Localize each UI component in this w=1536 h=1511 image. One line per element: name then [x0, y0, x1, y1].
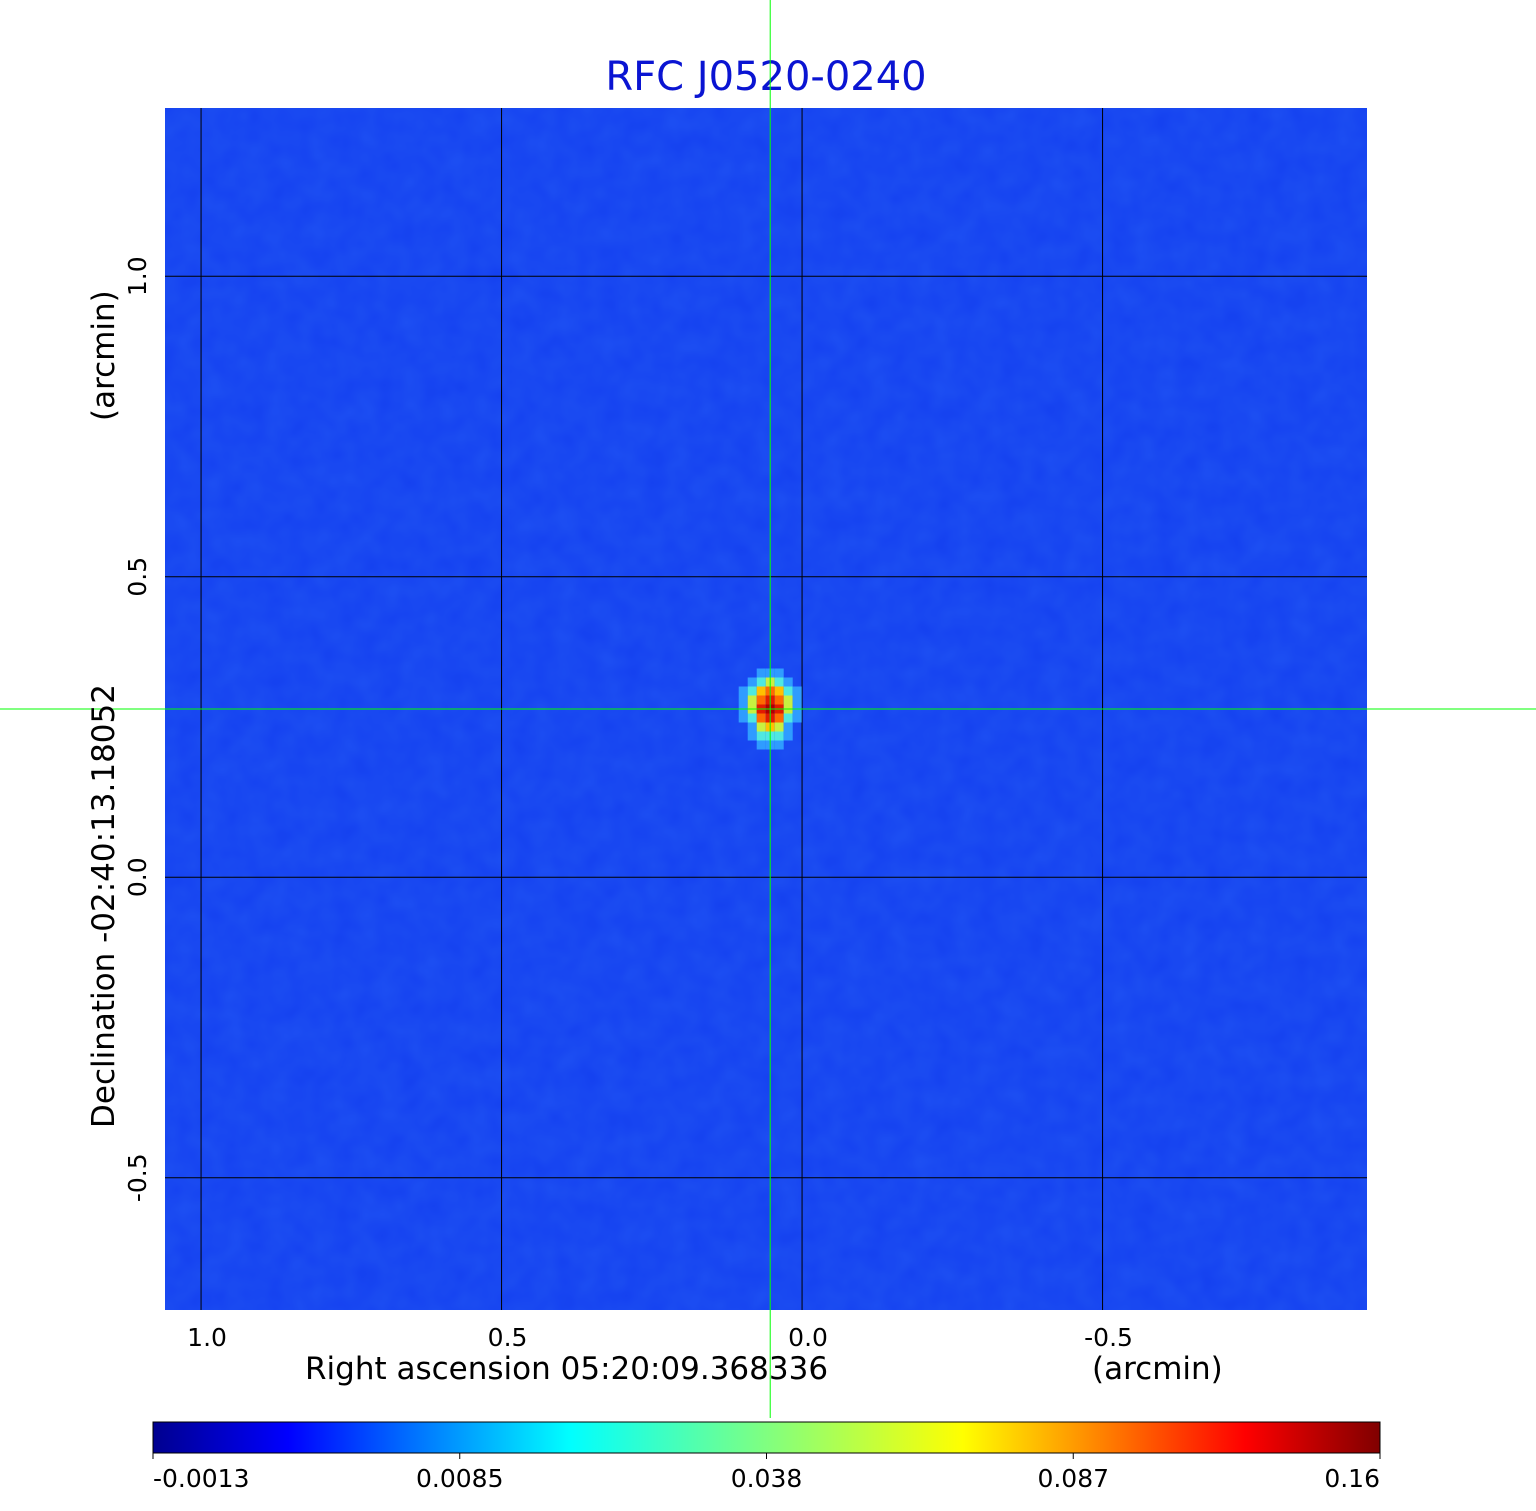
colorbar-tick-label: 0.16: [1324, 1464, 1380, 1493]
source-pixel: [756, 722, 766, 732]
colorbar-tick-label: 0.087: [1037, 1464, 1109, 1493]
source-pixel: [792, 713, 802, 723]
source-pixel: [774, 740, 784, 750]
source-pixel: [783, 677, 793, 687]
chart-title: RFC J0520-0240: [605, 54, 926, 100]
x-axis-label: Right ascension 05:20:09.368336: [305, 1351, 828, 1387]
source-pixel: [774, 731, 784, 741]
x-tick-label: 1.0: [187, 1323, 227, 1352]
y-tick-label: 0.0: [123, 857, 152, 897]
source-pixel: [783, 686, 793, 696]
source-pixel: [756, 668, 766, 678]
x-tick-label: 0.5: [488, 1323, 528, 1352]
source-pixel: [783, 731, 793, 741]
source-pixel: [756, 677, 766, 687]
colorbar: -0.0013 0.0085 0.038 0.087 0.16: [152, 1421, 1381, 1493]
y-tick-label: -0.5: [123, 1153, 152, 1202]
x-axis-unit: (arcmin): [1092, 1351, 1223, 1387]
colorbar-tick-label: 0.038: [731, 1464, 803, 1493]
source-pixel: [738, 686, 748, 696]
source-pixel: [747, 713, 757, 723]
colorbar-tick-label: -0.0013: [153, 1464, 250, 1493]
crosshair: [0, 0, 1536, 1418]
y-axis-ticks: 1.0 0.5 0.0 -0.5: [123, 256, 152, 1202]
source-pixel: [747, 722, 757, 732]
source-pixel: [783, 713, 793, 723]
y-tick-label: 1.0: [123, 256, 152, 296]
colorbar-tick-label: 0.0085: [416, 1464, 503, 1493]
source-pixel: [774, 722, 784, 732]
source-pixel: [792, 686, 802, 696]
colorbar-ticks: -0.0013 0.0085 0.038 0.087 0.16: [152, 1453, 1381, 1493]
source-pixel: [738, 695, 748, 705]
source-pixel: [747, 695, 757, 705]
source-pixel: [774, 695, 784, 705]
source-pixel: [756, 695, 766, 705]
source-pixel: [747, 677, 757, 687]
x-tick-label: 0.0: [788, 1323, 828, 1352]
source-pixel: [774, 713, 784, 723]
source-pixel: [783, 695, 793, 705]
x-axis-ticks: 1.0 0.5 0.0 -0.5: [187, 1323, 1133, 1352]
source-pixel: [756, 686, 766, 696]
colorbar-gradient: [152, 1421, 1381, 1454]
source-pixel: [774, 677, 784, 687]
source-pixel: [756, 740, 766, 750]
y-tick-label: 0.5: [123, 557, 152, 597]
source-pixel: [783, 722, 793, 732]
source-pixel: [774, 686, 784, 696]
source-pixel: [774, 668, 784, 678]
source-pixel: [738, 713, 748, 723]
y-axis-label: Declination -02:40:13.18052: [86, 684, 122, 1128]
y-axis-unit: (arcmin): [86, 290, 122, 421]
x-tick-label: -0.5: [1084, 1323, 1133, 1352]
source-pixel: [747, 686, 757, 696]
source-pixel: [792, 695, 802, 705]
source-pixel: [747, 731, 757, 741]
source-pixel: [756, 731, 766, 741]
source-pixel: [756, 713, 766, 723]
